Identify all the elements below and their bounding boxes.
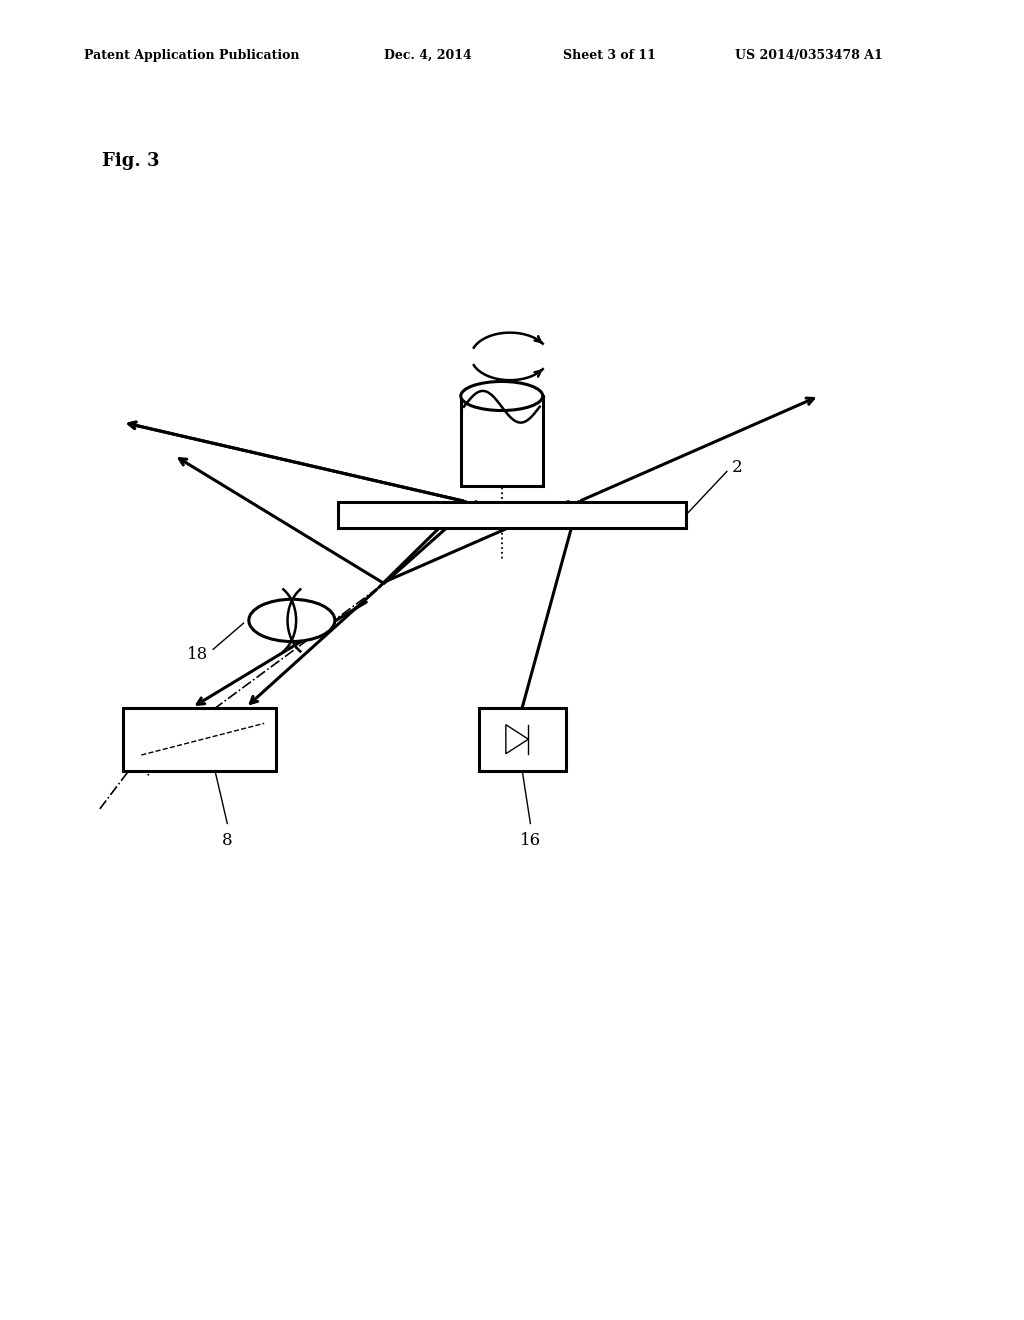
- Ellipse shape: [249, 599, 335, 642]
- Text: Fig. 3: Fig. 3: [102, 152, 160, 170]
- Text: US 2014/0353478 A1: US 2014/0353478 A1: [735, 49, 883, 62]
- Text: 8: 8: [222, 833, 232, 849]
- Text: 2: 2: [732, 459, 742, 475]
- Ellipse shape: [461, 381, 543, 411]
- Text: Patent Application Publication: Patent Application Publication: [84, 49, 299, 62]
- Text: 18: 18: [186, 647, 208, 663]
- Bar: [123, 708, 276, 771]
- Bar: [479, 708, 565, 771]
- Text: Dec. 4, 2014: Dec. 4, 2014: [384, 49, 472, 62]
- Text: Sheet 3 of 11: Sheet 3 of 11: [563, 49, 656, 62]
- Bar: [338, 502, 686, 528]
- Bar: [461, 396, 543, 486]
- Text: 16: 16: [520, 833, 541, 849]
